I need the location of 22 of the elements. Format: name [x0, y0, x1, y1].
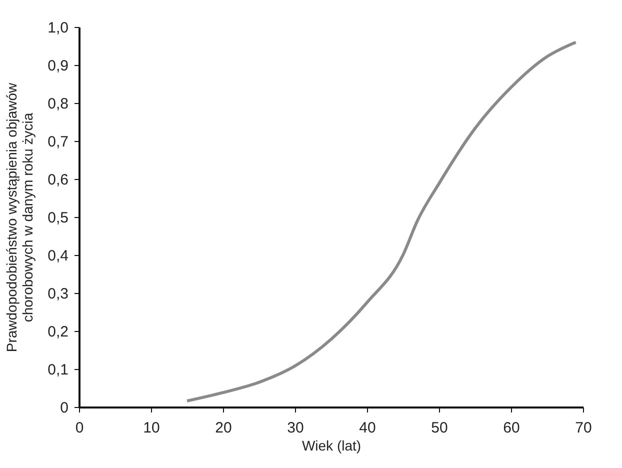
y-tick-label: 0	[60, 400, 68, 416]
x-tick-label: 10	[143, 420, 160, 436]
y-tick-label: 0,6	[48, 172, 68, 188]
line-series	[186, 40, 578, 402]
x-tick-label: 70	[575, 420, 592, 436]
x-tick-label: 30	[287, 420, 304, 436]
x-tick-label: 50	[431, 420, 448, 436]
y-tick-label: 0,4	[48, 248, 68, 264]
y-tick-label: 0,1	[48, 362, 68, 378]
y-tick-label: 0,2	[48, 324, 68, 340]
y-axis-title: Prawdopodobieństwo wystąpienia objawów chorobowych w danym roku życia	[4, 82, 36, 352]
x-tick-label: 20	[215, 420, 232, 436]
y-tick-label: 0,5	[48, 210, 68, 226]
y-tick-label: 0,7	[48, 134, 68, 150]
y-tick-label: 1,0	[48, 20, 68, 36]
y-tick-label: 0,3	[48, 286, 68, 302]
x-tick-label: 40	[359, 420, 376, 436]
x-tick-label: 60	[503, 420, 520, 436]
x-axis-title: Wiek (lat)	[302, 438, 362, 454]
y-tick-label: 0,8	[48, 96, 68, 112]
y-tick-label: 0,9	[48, 58, 68, 74]
x-tick-label: 0	[75, 420, 84, 436]
